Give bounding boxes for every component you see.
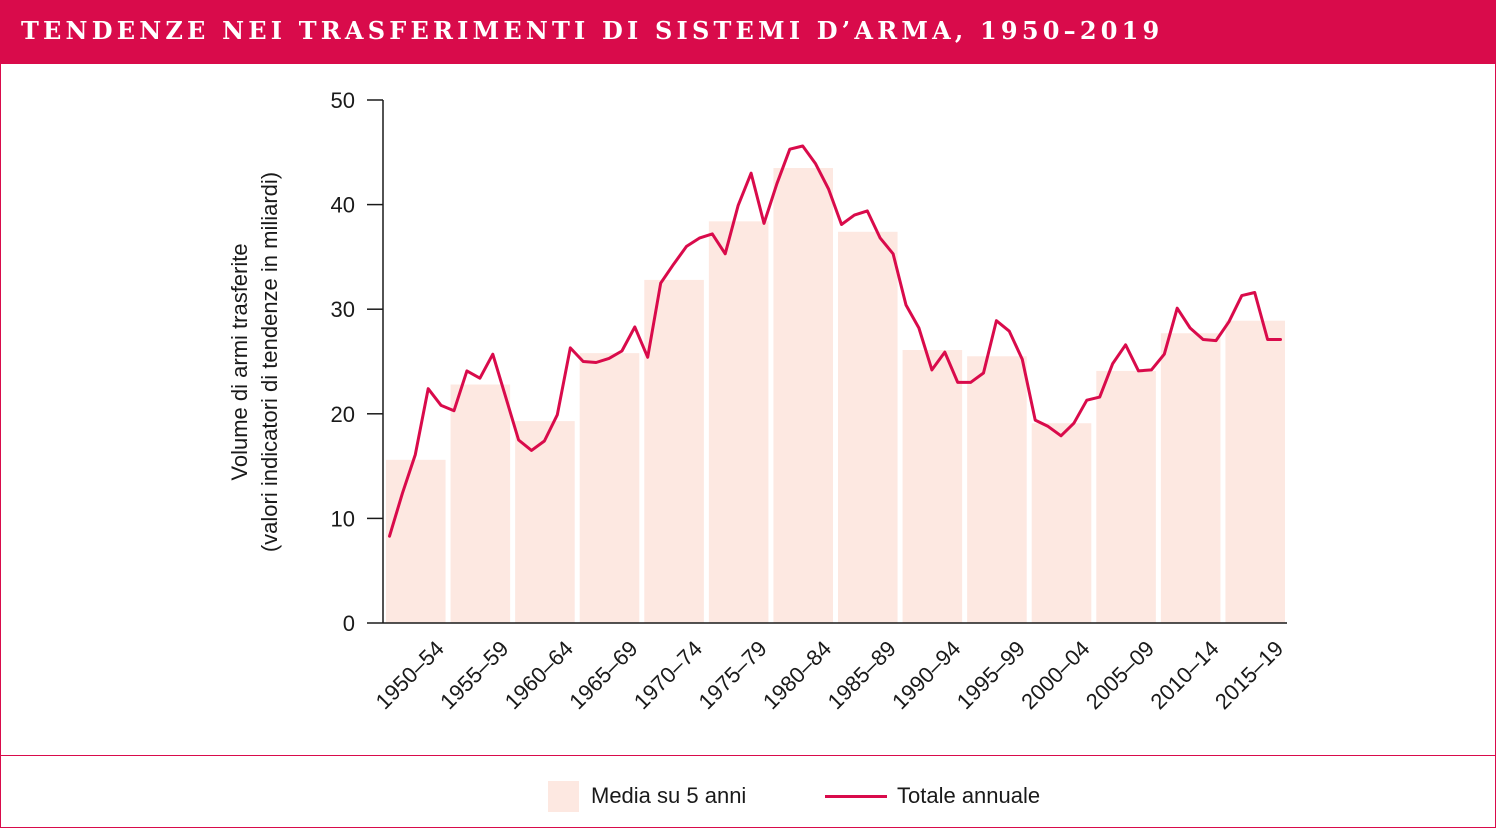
legend-divider: [1, 755, 1495, 756]
bar-5: [708, 221, 769, 623]
legend-swatch-line: [825, 795, 887, 798]
chart-title: TENDENZE NEI TRASFERIMENTI DI SISTEMI D’…: [21, 16, 1164, 45]
x-tick-label-7: 1985–89: [823, 636, 901, 714]
bar-1: [450, 384, 511, 623]
legend-label-line: Totale annuale: [897, 783, 1041, 808]
x-tick-label-4: 1970–74: [629, 636, 707, 714]
bar-6: [773, 167, 833, 623]
x-tick-label-12: 2010–14: [1145, 636, 1223, 714]
y-tick-label-20: 20: [331, 402, 355, 427]
bar-7: [838, 231, 898, 623]
bar-4: [644, 279, 704, 623]
bar-12: [1160, 333, 1221, 623]
x-tick-label-5: 1975–79: [693, 636, 771, 714]
bar-3: [579, 353, 640, 623]
y-tick-label-40: 40: [331, 193, 355, 218]
x-tick-label-9: 1995–99: [952, 636, 1030, 714]
y-tick-label-0: 0: [343, 611, 355, 636]
chart-area: 0 10 20 30 40 50 Volume di armi trasferite (val…: [227, 88, 1288, 714]
y-tick-label-30: 30: [331, 297, 355, 322]
bar-0: [386, 459, 446, 623]
x-tick-label-6: 1980–84: [758, 636, 836, 714]
y-axis-title-line2: (valori indicatori di tendenze in miliar…: [257, 172, 282, 552]
bar-10: [1031, 423, 1092, 623]
y-tick-label-10: 10: [331, 506, 355, 531]
legend-swatch-bars: [548, 781, 579, 812]
bar-13: [1225, 320, 1285, 623]
x-tick-label-11: 2005–09: [1081, 636, 1159, 714]
annual-total-line: [388, 144, 1282, 538]
title-bar: TENDENZE NEI TRASFERIMENTI DI SISTEMI D’…: [1, 0, 1495, 64]
x-tick-label-2: 1960–64: [500, 636, 578, 714]
bar-2: [515, 421, 575, 623]
bar-9: [967, 356, 1027, 623]
x-tick-label-3: 1965–69: [564, 636, 642, 714]
legend-label-bars: Media su 5 anni: [591, 783, 747, 808]
bar-11: [1096, 370, 1156, 623]
x-tick-label-0: 1950–54: [371, 636, 449, 714]
bar-8: [902, 349, 963, 623]
y-tick-label-50: 50: [331, 88, 355, 113]
x-tick-label-10: 2000–04: [1016, 636, 1094, 714]
y-axis-title-line1: Volume di armi trasferite: [227, 243, 252, 480]
x-tick-label-1: 1955–59: [435, 636, 513, 714]
x-tick-label-13: 2015–19: [1210, 636, 1288, 714]
x-tick-label-8: 1990–94: [887, 636, 965, 714]
